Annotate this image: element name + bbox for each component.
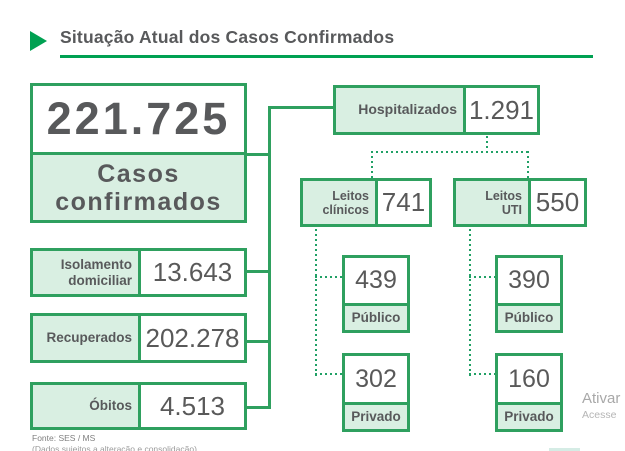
connector-isolation	[247, 270, 271, 273]
connector-hospitalized	[268, 106, 333, 109]
dotted-clinical-trunk	[315, 229, 317, 377]
confirmed-cases-label: Casos confirmados	[55, 159, 222, 216]
watermark-line2: Acesse	[582, 409, 617, 421]
clinical-public-box: 439 Público	[342, 255, 410, 333]
page-title: Situação Atual dos Casos Confirmados	[60, 27, 395, 47]
connector-recovered	[247, 340, 271, 343]
connector-deaths	[247, 406, 271, 409]
recovered-box: Recuperados 202.278	[30, 313, 247, 363]
hospitalized-value: 1.291	[468, 94, 535, 125]
icu-public-box: 390 Público	[495, 255, 563, 333]
icu-private-box: 160 Privado	[495, 353, 563, 432]
taskbar-fragment	[549, 448, 580, 451]
dotted-clinical-private	[315, 373, 343, 375]
dotted-hospitalized-down	[486, 136, 488, 153]
home-isolation-box: Isolamento domiciliar 13.643	[30, 248, 247, 297]
home-isolation-label: Isolamento domiciliar	[60, 257, 132, 288]
clinical-beds-label: Leitos clínicos	[322, 188, 369, 217]
title-underline	[60, 55, 593, 58]
confirmed-cases-value: 221.725	[46, 93, 231, 144]
icu-beds-box: Leitos UTI 550	[453, 178, 587, 227]
watermark-line1: Ativar	[582, 390, 621, 407]
icu-private-label: Privado	[504, 409, 554, 425]
source-note-secondary: (Dados sujeitos a alteração e consolidaç…	[32, 444, 197, 451]
icu-beds-label: Leitos UTI	[485, 188, 522, 217]
connector-trunk	[268, 106, 271, 409]
clinical-private-value: 302	[355, 364, 397, 393]
clinical-beds-value: 741	[381, 187, 426, 217]
clinical-private-box: 302 Privado	[342, 353, 410, 432]
hospitalized-box: Hospitalizados 1.291	[333, 85, 540, 135]
home-isolation-value: 13.643	[152, 257, 233, 287]
deaths-box: Óbitos 4.513	[30, 382, 247, 430]
deaths-label: Óbitos	[89, 398, 132, 414]
clinical-public-label: Público	[351, 310, 401, 326]
deaths-value: 4.513	[159, 390, 226, 421]
windows-watermark: Ativar Acesse	[582, 390, 620, 421]
dotted-into-clinical	[371, 151, 373, 179]
dotted-icu-public	[469, 276, 496, 278]
dotted-icu-private	[469, 373, 496, 375]
clinical-public-value: 439	[355, 266, 397, 294]
icu-public-label: Público	[504, 310, 554, 326]
icu-private-value: 160	[508, 364, 550, 393]
title-arrow-icon	[30, 31, 47, 51]
source-note: Fonte: SES / MS	[32, 433, 96, 443]
dotted-icu-trunk	[469, 229, 471, 377]
recovered-value: 202.278	[145, 322, 240, 353]
dotted-into-icu	[527, 151, 529, 179]
dotted-branch-top	[371, 151, 529, 153]
recovered-label: Recuperados	[46, 330, 132, 346]
clinical-private-label: Privado	[351, 409, 401, 425]
confirmed-cases-box: 221.725 Casos confirmados	[30, 83, 247, 223]
connector-confirmed	[247, 153, 271, 156]
hospitalized-label: Hospitalizados	[358, 101, 457, 118]
icu-public-value: 390	[508, 266, 550, 294]
icu-beds-value: 550	[535, 187, 580, 217]
clinical-beds-box: Leitos clínicos 741	[300, 178, 432, 227]
dotted-clinical-public	[315, 276, 343, 278]
